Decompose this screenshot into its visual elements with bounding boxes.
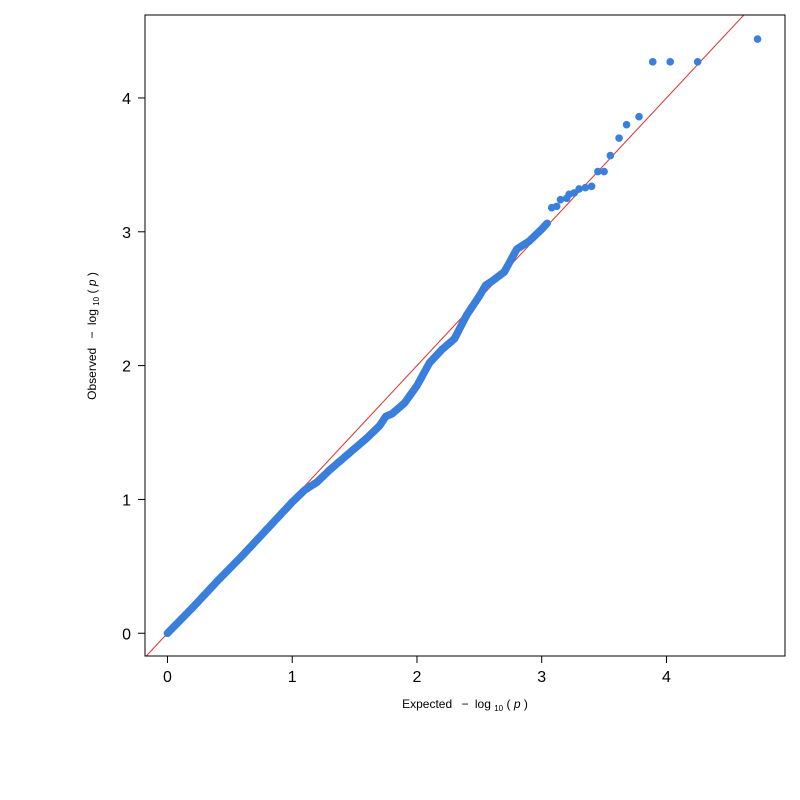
y-axis-label-log: log: [85, 309, 99, 325]
data-point: [543, 219, 551, 228]
y-axis-label-var: p: [85, 279, 99, 287]
data-point: [587, 182, 596, 191]
x-axis-label-log: log: [475, 697, 491, 711]
y-axis-label: Observed − log 10 ( p ): [85, 272, 102, 400]
y-axis-label-minus: −: [85, 331, 99, 338]
y-tick-label: 0: [122, 626, 131, 643]
data-point: [575, 185, 583, 193]
data-point: [615, 134, 623, 142]
y-axis-label-paren-open: (: [85, 290, 99, 294]
x-axis-label-var: p: [513, 697, 521, 711]
data-point: [666, 58, 675, 66]
x-axis-label-sub: 10: [494, 704, 503, 713]
data-point: [648, 58, 657, 66]
y-tick-label: 4: [122, 91, 131, 108]
data-point: [556, 195, 565, 204]
data-point: [622, 120, 631, 129]
data-point: [552, 202, 561, 211]
data-point: [693, 58, 702, 66]
data-point: [581, 183, 590, 192]
data-point: [600, 167, 608, 176]
x-axis: 0 1 2 3 4: [163, 655, 671, 686]
y-tick-label: 1: [122, 492, 131, 509]
y-axis-label-sub: 10: [92, 296, 101, 305]
x-tick-label: 2: [413, 669, 422, 686]
x-axis-label-prefix: Expected: [402, 697, 452, 711]
x-tick-label: 0: [163, 669, 172, 686]
data-point: [594, 167, 602, 176]
x-tick-label: 1: [288, 669, 297, 686]
x-tick-label: 4: [662, 669, 671, 686]
points-layer: [163, 35, 762, 638]
y-axis-label-prefix: Observed: [85, 348, 99, 400]
y-axis-label-paren-close: ): [85, 272, 99, 276]
x-axis-label-paren-open: (: [506, 697, 510, 711]
x-tick-label: 3: [537, 669, 546, 686]
y-tick-label: 3: [122, 225, 131, 242]
y-tick-label: 2: [122, 359, 131, 376]
x-axis-label-minus: −: [462, 697, 469, 711]
y-axis: 0 1 2 3 4: [122, 91, 146, 643]
data-point: [635, 112, 643, 121]
data-point: [606, 151, 615, 160]
x-axis-label: Expected − log 10 ( p ): [402, 697, 528, 714]
data-point: [753, 35, 762, 43]
x-axis-label-paren-close: ): [524, 697, 528, 711]
